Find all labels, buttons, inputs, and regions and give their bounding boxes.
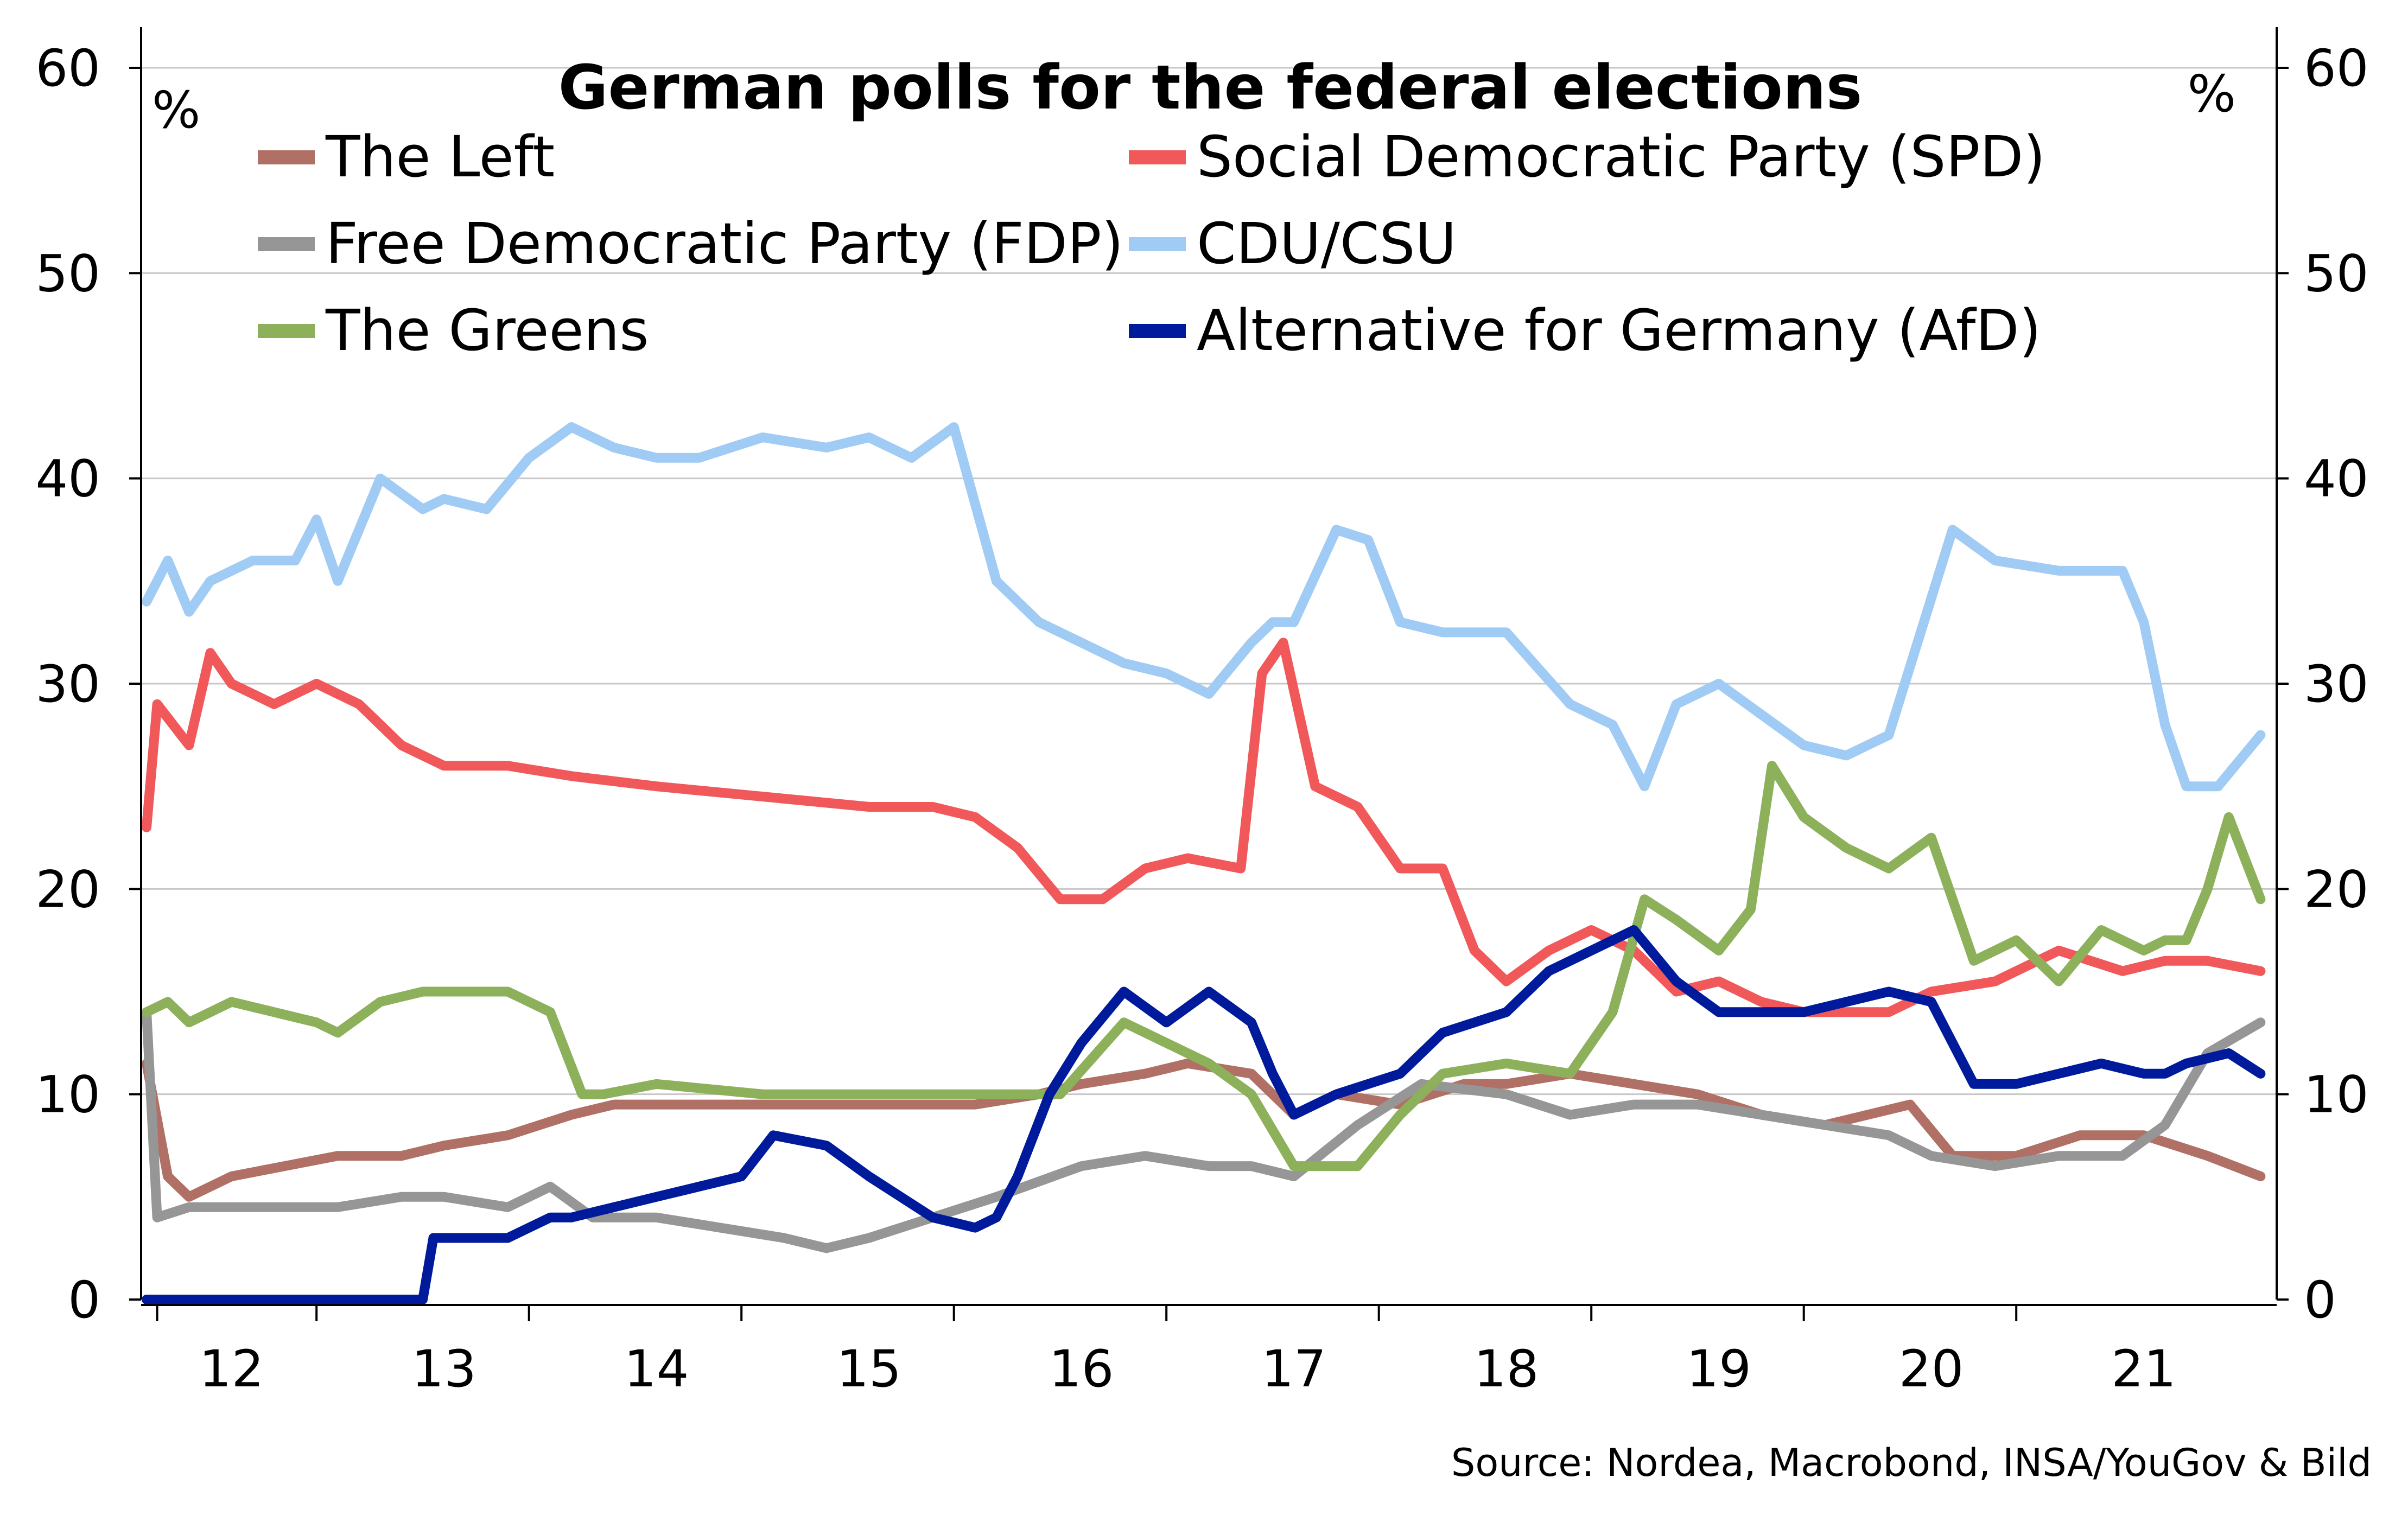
x-tick-label: 13 (411, 1340, 476, 1399)
legend-label-4: The Greens (325, 297, 649, 364)
y-tick-label-left: 60 (35, 39, 100, 98)
series-line-1 (142, 638, 2266, 1017)
y-unit-left: % (152, 81, 200, 140)
y-unit-right: % (2188, 65, 2236, 124)
y-tick-label-right: 10 (2304, 1066, 2369, 1125)
y-tick-label-left: 40 (35, 450, 100, 509)
axes (129, 27, 2289, 1321)
chart-title: German polls for the federal elections (558, 53, 1863, 123)
y-tick-label-left: 50 (35, 244, 100, 303)
y-tick-label-right: 20 (2304, 860, 2369, 919)
series-line-3 (142, 422, 2266, 792)
y-tick-label-right: 0 (2304, 1271, 2336, 1330)
x-tick-label: 18 (1474, 1340, 1539, 1399)
legend-label-2: Free Democratic Party (FDP) (326, 211, 1123, 277)
legend-label-5: Alternative for Germany (AfD) (1197, 297, 2041, 364)
x-tick-label: 15 (836, 1340, 901, 1399)
x-tick-label: 21 (2111, 1340, 2176, 1399)
series-line-2 (142, 1007, 2266, 1253)
y-tick-label-left: 20 (35, 860, 100, 919)
legend-label-0: The Left (325, 124, 555, 190)
x-tick-label: 19 (1686, 1340, 1751, 1399)
series-line-0 (142, 1058, 2266, 1202)
y-tick-label-left: 30 (35, 655, 100, 714)
legend-label-3: CDU/CSU (1197, 211, 1457, 277)
y-tick-label-right: 60 (2304, 39, 2369, 98)
y-tick-label-right: 50 (2304, 244, 2369, 303)
y-tick-label-right: 30 (2304, 655, 2369, 714)
series-lines (142, 422, 2266, 1304)
series-line-4 (142, 761, 2266, 1171)
x-tick-label: 12 (199, 1340, 264, 1399)
y-tick-label-left: 0 (68, 1271, 100, 1330)
legend-label-1: Social Democratic Party (SPD) (1197, 124, 2045, 190)
source-note: Source: Nordea, Macrobond, INSA/YouGov &… (1451, 1441, 2372, 1485)
tick-labels: 0 0 10 10 20 20 30 30 40 40 50 50 60 60 12 13 14 15 16 17 18… (35, 39, 2368, 1399)
gridlines (141, 67, 2277, 1096)
x-tick-label: 16 (1049, 1340, 1114, 1399)
y-tick-label-right: 40 (2304, 450, 2369, 509)
series-line-5 (142, 925, 2266, 1304)
x-tick-label: 14 (624, 1340, 689, 1399)
x-tick-label: 17 (1261, 1340, 1326, 1399)
x-tick-label: 20 (1899, 1340, 1964, 1399)
legend: The Left Social Democratic Party (SPD) Fre… (258, 124, 2045, 364)
y-tick-label-left: 10 (35, 1066, 100, 1125)
